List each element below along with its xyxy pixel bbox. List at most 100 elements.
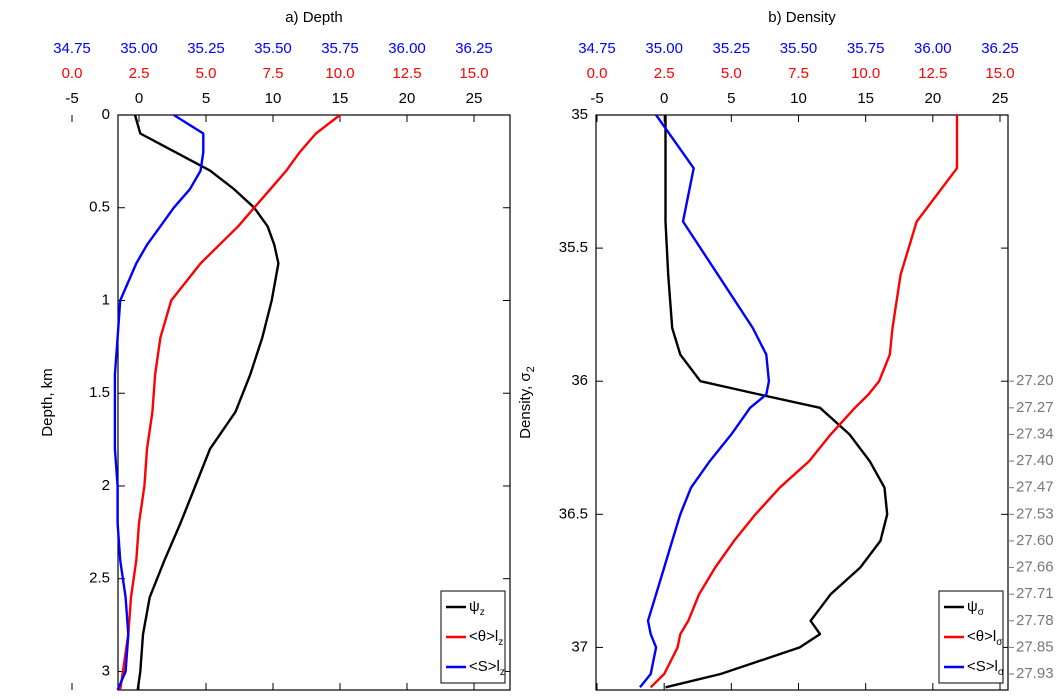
y2-tick-label: 27.85 [1016, 638, 1054, 655]
x-tick-label: 15.0 [985, 65, 1014, 82]
x-tick-label: 36.00 [914, 40, 952, 57]
plot-frame [595, 114, 1009, 691]
data-line [649, 115, 959, 689]
x-tick-label: 15 [857, 90, 874, 107]
legend-label: <θ>lz [469, 628, 503, 648]
data-line [639, 114, 771, 689]
x-tick-label: 35.25 [713, 40, 751, 57]
x-tick-label: 35.75 [321, 40, 359, 57]
legend-label: <θ>lσ [967, 628, 1003, 648]
legend-label-text: ψ [469, 598, 480, 615]
y-tick-label: 3 [102, 662, 110, 679]
x-tick-label: 10.0 [851, 65, 880, 82]
x-tick-label: 5.0 [721, 65, 742, 82]
x-tick-label: -5 [65, 90, 78, 107]
chart-title: a) Depth [285, 9, 343, 26]
x-tick-label: 10 [790, 90, 807, 107]
y2-tick-label: 27.93 [1016, 665, 1054, 682]
x-tick-label: 7.5 [788, 65, 809, 82]
x-tick-label: 36.00 [388, 40, 426, 57]
y-tick-label: 0 [102, 106, 110, 123]
data-line [664, 115, 889, 689]
legend-label: <S>lσ [967, 658, 1005, 678]
x-tick-label: -5 [590, 90, 603, 107]
y2-tick-label: 27.71 [1016, 585, 1054, 602]
x-tick-label: 2.5 [654, 65, 675, 82]
x-tick-label: 0 [660, 90, 668, 107]
y-axis-title: Depth, km [39, 368, 56, 436]
x-tick-label: 36.25 [455, 40, 493, 57]
data-line [113, 113, 205, 691]
x-tick-label: 35.50 [254, 40, 292, 57]
x-tick-label: 5 [202, 90, 210, 107]
x-tick-label: 20 [399, 90, 416, 107]
legend-label-text: <S>l [967, 658, 998, 675]
legend-label-sub: σ [978, 607, 985, 618]
data-line [133, 114, 280, 691]
y-tick-label: 35.5 [559, 239, 588, 256]
legend-label-text: <S>l [469, 658, 500, 675]
data-line [119, 114, 341, 691]
y2-tick-label: 27.20 [1016, 372, 1054, 389]
x-tick-label: 25 [992, 90, 1009, 107]
x-tick-label: 10 [265, 90, 282, 107]
y-axis-title-text: Depth, km [39, 368, 56, 436]
y2-tick-label: 27.66 [1016, 559, 1054, 576]
x-tick-label: 35.75 [847, 40, 885, 57]
x-tick-label: 35.00 [120, 40, 158, 57]
y2-tick-label: 27.27 [1016, 399, 1054, 416]
x-tick-label: 12.5 [392, 65, 421, 82]
y2-tick-label: 27.53 [1016, 505, 1054, 522]
x-tick-label: 7.5 [263, 65, 284, 82]
y2-tick-label: 27.34 [1016, 425, 1054, 442]
x-tick-label: 2.5 [129, 65, 150, 82]
x-tick-label: 5.0 [196, 65, 217, 82]
legend-label-sub: σ [996, 637, 1003, 648]
chart-title: b) Density [768, 9, 836, 26]
x-tick-label: 35.25 [187, 40, 225, 57]
y2-tick-label: 27.40 [1016, 452, 1054, 469]
y2-tick-label: 27.47 [1016, 479, 1054, 496]
y-tick-label: 36 [571, 372, 588, 389]
y-tick-label: 0.5 [89, 199, 110, 216]
x-tick-label: 0 [135, 90, 143, 107]
y-tick-label: 35 [571, 106, 588, 123]
y-axis-title-sub: 2 [525, 366, 537, 372]
x-tick-label: 10.0 [325, 65, 354, 82]
x-tick-label: 12.5 [918, 65, 947, 82]
y-axis-title-text: Density, σ [517, 372, 534, 439]
legend-label-sub: z [500, 667, 505, 678]
legend-label: ψz [469, 598, 485, 618]
legend-label-sub: z [480, 607, 485, 618]
x-tick-label: 0.0 [587, 65, 608, 82]
y-tick-label: 2 [102, 477, 110, 494]
legend-label-sub: z [498, 637, 503, 648]
legend-label-text: <θ>l [469, 628, 498, 645]
y-tick-label: 1.5 [89, 384, 110, 401]
plot-frame [117, 114, 511, 691]
panel: a) Depth-5 0 5 10 15 20 250.0 2.5 5.0 7.5 10.0 12.5… [39, 9, 511, 691]
x-tick-label: 35.50 [780, 40, 818, 57]
x-tick-label: 20 [924, 90, 941, 107]
panel: b) Density -5 0 5 10 15 20 25 0.0 2.5 5.0 7.5 10.0 12… [517, 9, 1054, 691]
y2-tick-label: 27.78 [1016, 612, 1054, 629]
x-tick-label: 5 [727, 90, 735, 107]
legend-label: ψσ [967, 598, 985, 618]
y-tick-label: 36.5 [559, 505, 588, 522]
x-tick-label: 25 [466, 90, 483, 107]
x-tick-label: 36.25 [981, 40, 1019, 57]
y-tick-label: 37 [571, 638, 588, 655]
y-tick-label: 1 [102, 291, 110, 308]
y-tick-label: 2.5 [89, 570, 110, 587]
legend-label-sub: σ [998, 667, 1005, 678]
x-tick-label: 15 [332, 90, 349, 107]
x-tick-label: 35.00 [645, 40, 683, 57]
y-axis-title: Density, σ2 [517, 366, 537, 439]
x-tick-label: 34.75 [53, 40, 91, 57]
x-tick-label: 34.75 [578, 40, 616, 57]
legend-label: <S>lz [469, 658, 505, 678]
legend-label-text: <θ>l [967, 628, 996, 645]
y2-tick-label: 27.60 [1016, 532, 1054, 549]
